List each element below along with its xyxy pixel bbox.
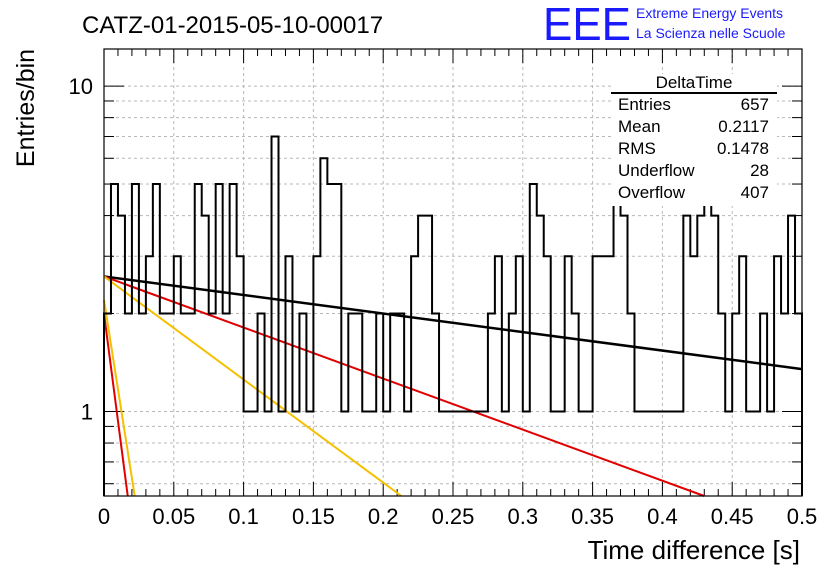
x-tick-label: 0 (98, 504, 110, 529)
y-tick-labels: 1 10 (69, 74, 93, 424)
stats-rows: Entries 657 Mean 0.2117 RMS 0.1478 Underflow 28… (618, 95, 769, 202)
logo-line-2: La Scienza nelle Scuole (636, 25, 786, 41)
x-tick-label: 0.05 (152, 504, 195, 529)
plot-frame (103, 48, 803, 497)
fit-line-black (103, 275, 803, 371)
x-tick-label: 0.2 (368, 504, 399, 529)
fit-lines (103, 275, 803, 497)
stats-row-label: Entries (618, 95, 671, 114)
x-axis-label: Time difference [s] (588, 535, 800, 565)
stats-row-value: 0.1478 (717, 139, 769, 158)
stats-box-background (611, 74, 777, 206)
y-axis-label: Entries/bin (12, 49, 40, 167)
stats-row-label: Mean (618, 117, 661, 136)
eee-logo: EEE (543, 0, 631, 50)
histogram-series (103, 135, 803, 496)
x-tick-label: 0.4 (647, 504, 678, 529)
stats-row-value: 0.2117 (718, 117, 769, 136)
x-tick-label: 0.3 (508, 504, 539, 529)
x-tick-label: 0.1 (228, 504, 259, 529)
stats-row-value: 407 (741, 183, 769, 202)
x-tick-label: 0.45 (711, 504, 754, 529)
stats-row-value: 657 (741, 95, 769, 114)
logo-line-1: Extreme Energy Events (636, 5, 783, 21)
grid-lines (104, 49, 802, 496)
x-tick-label: 0.35 (571, 504, 614, 529)
stats-box: DeltaTime Entries 657 Mean 0.2117 RMS 0.1478 U… (611, 73, 777, 206)
fit-line-yellow (103, 299, 136, 497)
stats-row-label: RMS (618, 139, 656, 158)
stats-row-label: Overflow (618, 183, 686, 202)
stats-row-label: Underflow (618, 161, 695, 180)
x-tick-label: 0.15 (292, 504, 335, 529)
fit-line-red (103, 313, 129, 497)
x-tick-labels: 0 0.05 0.1 0.15 0.2 0.25 0.3 0.35 0.4 0.45 0.5 (98, 504, 817, 529)
stats-title: DeltaTime (656, 73, 733, 92)
y-tick-label: 10 (69, 74, 93, 99)
x-tick-label: 0.25 (432, 504, 475, 529)
y-tick-label: 1 (81, 400, 93, 425)
stats-row-value: 28 (750, 161, 769, 180)
x-tick-label: 0.5 (787, 504, 818, 529)
fit-line-yellow (103, 275, 402, 497)
run-title: CATZ-01-2015-05-10-00017 (82, 12, 383, 39)
